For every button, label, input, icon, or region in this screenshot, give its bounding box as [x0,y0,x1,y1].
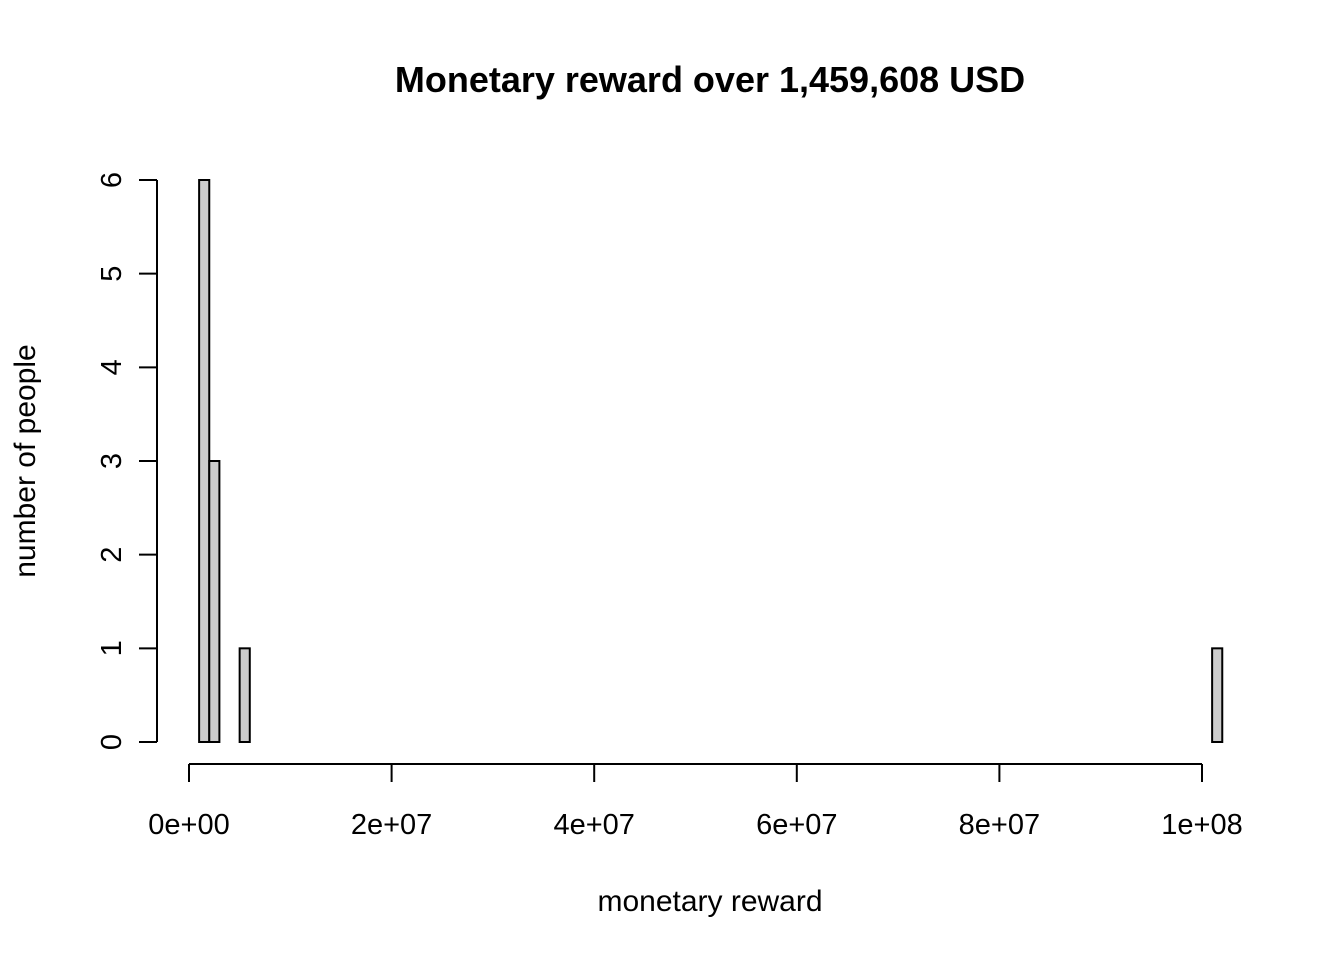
y-axis-label: number of people [9,344,42,578]
histogram-bar [198,179,211,743]
y-tick-label: 6 [96,172,128,188]
x-tick-label: 0e+00 [148,809,229,841]
y-tick-label: 3 [96,453,128,469]
histogram-bar [238,647,251,743]
y-tick-label: 4 [96,359,128,375]
y-tick-label: 5 [96,266,128,282]
x-axis: 0e+00 2e+07 4e+07 6e+07 8e+07 1e+08 [148,763,1243,841]
histogram-bar [1211,647,1224,743]
x-tick-label: 2e+07 [351,809,432,841]
chart-title: Monetary reward over 1,459,608 USD [395,59,1025,100]
y-tick-label: 1 [96,640,128,656]
x-axis-label: monetary reward [597,885,822,918]
y-tick-label: 0 [96,734,128,750]
x-tick-label: 6e+07 [756,809,837,841]
x-tick-label: 4e+07 [553,809,634,841]
y-tick-label: 2 [96,547,128,563]
histogram-bars [198,179,1224,743]
histogram-bar [208,460,221,743]
x-tick-label: 8e+07 [959,809,1040,841]
y-axis: 0 1 2 3 4 5 6 [96,172,158,750]
x-tick-label: 1e+08 [1161,809,1242,841]
